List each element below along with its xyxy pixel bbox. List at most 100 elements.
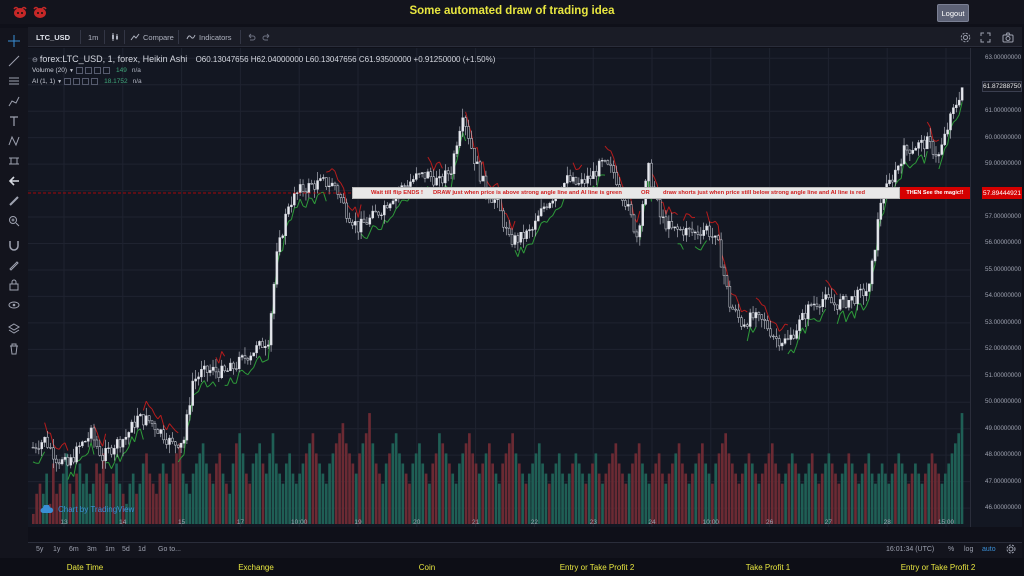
eye-icon[interactable]: [7, 298, 21, 312]
eye-icon[interactable]: [76, 67, 83, 74]
settings-icon[interactable]: [85, 67, 92, 74]
ai-line-segment: [360, 233, 365, 238]
range-5y[interactable]: 5y: [36, 546, 44, 553]
candle: [499, 197, 502, 212]
ai-line-segment: [897, 178, 902, 181]
ai-line-segment: [177, 457, 182, 463]
range-1d[interactable]: 1d: [138, 546, 146, 553]
footer-tab-coin[interactable]: Coin: [418, 563, 436, 572]
redo-icon[interactable]: [262, 30, 275, 44]
settings-gear-icon[interactable]: [960, 30, 974, 44]
fullscreen-icon[interactable]: [980, 30, 994, 44]
volume-bar: [225, 483, 228, 524]
volume-bar: [641, 463, 644, 524]
volume-bar: [78, 463, 82, 524]
ai-line-segment: [610, 150, 615, 159]
candle: [690, 228, 694, 233]
range-5d[interactable]: 5d: [122, 546, 130, 553]
ai-line-segment: [163, 424, 167, 431]
volume-legend[interactable]: Volume (20) ▼ 149 n/a: [32, 67, 141, 74]
candle: [708, 225, 711, 237]
goto-button[interactable]: Go to...: [158, 546, 181, 553]
volume-bar: [621, 473, 624, 524]
fib-tool-icon[interactable]: [7, 74, 21, 88]
ai-line-segment: [738, 302, 742, 312]
ai-line-segment: [822, 308, 827, 315]
compare-label: Compare: [143, 32, 174, 42]
volume-bar: [907, 483, 911, 524]
close-icon[interactable]: [82, 78, 90, 85]
ai-legend[interactable]: AI (1, 1) ▼ 18.1752 n/a: [32, 78, 142, 85]
trash-icon[interactable]: [7, 342, 21, 356]
settings-icon[interactable]: [73, 78, 81, 85]
volume-bar: [760, 473, 764, 524]
ai-line-segment: [122, 451, 127, 455]
range-3m[interactable]: 3m: [87, 546, 97, 553]
chart-type-button[interactable]: [110, 30, 123, 44]
camera-icon[interactable]: [1002, 30, 1017, 44]
lock-pencil-icon[interactable]: [7, 258, 21, 272]
volume-bar: [471, 453, 475, 524]
chart-canvas[interactable]: 13 14 15 17 10:00 19 20 21 22 23 24 10:00 26 27 28 15:0…: [28, 48, 970, 527]
volume-bar: [175, 453, 178, 524]
settings-gear-icon[interactable]: [1006, 544, 1016, 556]
candle: [705, 225, 708, 231]
ai-line-segment: [531, 235, 536, 245]
log-toggle[interactable]: log: [964, 546, 974, 553]
ai-line-segment: [439, 161, 443, 169]
auto-toggle[interactable]: auto: [982, 546, 996, 553]
eye-icon[interactable]: [64, 78, 72, 85]
trend-line-icon[interactable]: [7, 54, 21, 68]
footer-tab-date-time[interactable]: Date Time: [66, 563, 104, 572]
trading-idea-annotation[interactable]: Wait till flip ENDS ! DRAW just when pri…: [352, 187, 900, 199]
text-tool-icon[interactable]: [7, 114, 21, 128]
ruler-icon[interactable]: [7, 194, 21, 208]
undo-icon[interactable]: [246, 30, 259, 44]
symbol-search-button[interactable]: LTC_USD: [36, 32, 71, 42]
interval-button[interactable]: 1m: [88, 32, 99, 42]
footer-tab-tp1[interactable]: Take Profit 1: [745, 563, 791, 572]
compare-button[interactable]: Compare: [130, 30, 174, 44]
candle: [185, 414, 189, 441]
brush-icon[interactable]: [7, 94, 21, 108]
footer-tab-entry-tp2-b[interactable]: Entry or Take Profit 2: [900, 563, 976, 572]
pattern-tool-icon[interactable]: [7, 134, 21, 148]
magnet-icon[interactable]: [7, 238, 21, 252]
measure-tool-icon[interactable]: [7, 154, 21, 168]
range-1y[interactable]: 1y: [53, 546, 61, 553]
volume-bar: [604, 473, 608, 524]
price-axis[interactable]: 63.0000000062.0000000061.0000000060.0000…: [970, 48, 1022, 527]
volume-bar: [960, 413, 964, 524]
tradingview-watermark[interactable]: Chart by TradingView: [40, 505, 134, 514]
close-icon[interactable]: [94, 67, 101, 74]
ai-line-segment: [778, 328, 783, 332]
ai-line-segment: [90, 442, 95, 455]
range-1m[interactable]: 1m: [105, 546, 115, 553]
candle: [955, 104, 958, 108]
range-6m[interactable]: 6m: [69, 546, 79, 553]
more-icon[interactable]: [91, 78, 99, 85]
footer-tab-exchange[interactable]: Exchange: [238, 563, 274, 572]
volume-bar: [241, 453, 245, 524]
ai-line-segment: [331, 168, 336, 172]
ai-line-segment: [865, 298, 870, 307]
ai-line-segment: [694, 246, 699, 250]
candle: [84, 441, 87, 443]
percent-toggle[interactable]: %: [948, 546, 955, 553]
series-legend[interactable]: ⊖ forex:LTC_USD, 1, forex, Heikin Ashi O…: [32, 54, 496, 64]
ai-line-segment: [915, 156, 920, 164]
clock-readout[interactable]: 16:01:34 (UTC): [886, 546, 935, 553]
crosshair-icon[interactable]: [7, 34, 21, 48]
lock-icon[interactable]: [7, 278, 21, 292]
more-icon[interactable]: [103, 67, 110, 74]
ai-line-segment: [198, 383, 202, 392]
footer-tab-entry-tp2[interactable]: Entry or Take Profit 2: [559, 563, 635, 572]
ai-line-segment: [337, 179, 342, 184]
ai-line-segment: [697, 248, 701, 251]
logout-button[interactable]: Logout: [937, 4, 969, 22]
layers-icon[interactable]: [7, 322, 21, 336]
ai-line-segment: [833, 290, 838, 296]
back-arrow-icon[interactable]: [7, 174, 21, 188]
indicators-button[interactable]: Indicators: [186, 30, 232, 44]
zoom-in-icon[interactable]: [7, 214, 21, 228]
